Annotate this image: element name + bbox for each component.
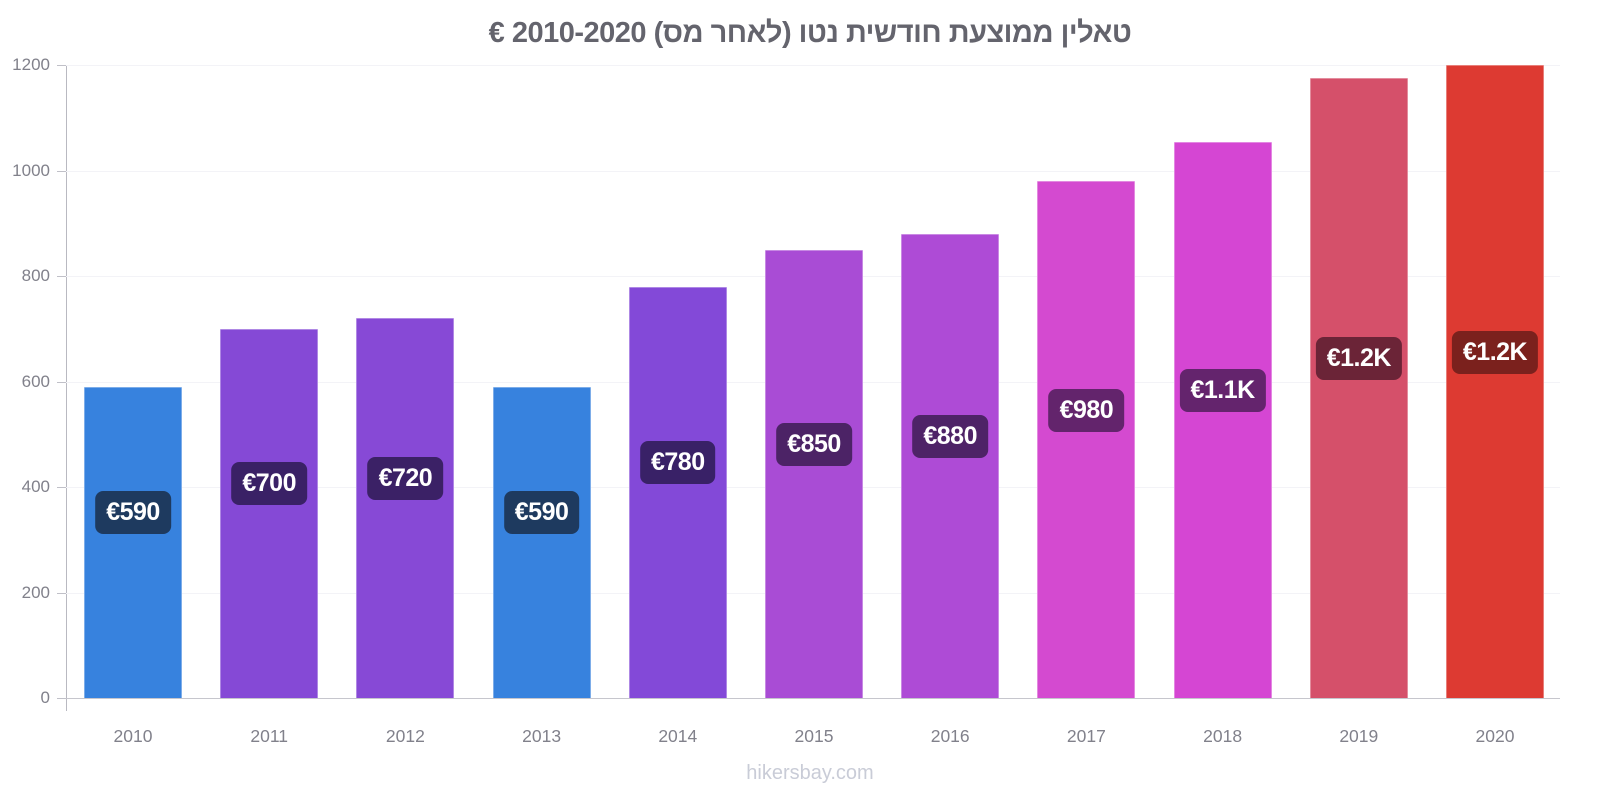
x-axis-label-2015: 2015	[794, 726, 834, 746]
bar-2020[interactable]: €1.2K	[1446, 65, 1544, 698]
bar-value-label-2019: €1.2K	[1315, 337, 1402, 381]
bar-2012[interactable]: €720	[356, 318, 455, 698]
x-axis-label-2012: 2012	[385, 726, 425, 746]
bar-value-label-2020: €1.2K	[1451, 330, 1539, 374]
x-axis-label-2011: 2011	[250, 726, 288, 746]
bar-2014[interactable]: €780	[628, 286, 727, 698]
gridline-1000	[66, 170, 1560, 172]
bar-2016[interactable]: €880	[901, 233, 1000, 698]
y-axis-label-1000: 1000	[12, 160, 50, 180]
bar-2013[interactable]: €590	[492, 386, 591, 698]
y-tick-mark-1000	[57, 170, 66, 172]
y-axis-label-1200: 1200	[12, 55, 50, 74]
x-axis-label-2020: 2020	[1475, 726, 1515, 746]
x-axis-label-2017: 2017	[1066, 726, 1106, 746]
x-axis-label-2016: 2016	[930, 726, 970, 746]
y-axis-label-0: 0	[40, 688, 50, 707]
bar-2018[interactable]: €1.1K	[1173, 141, 1272, 698]
bar-value-label-2014: €780	[639, 441, 716, 485]
bar-2011[interactable]: €700	[220, 328, 319, 698]
x-axis-label-2014: 2014	[658, 726, 698, 746]
plot-area: €590 €700 €720 €590 €780 €850 €880 €980 €1.1K €1.…	[66, 65, 1560, 698]
bar-value-label-2011: €700	[231, 462, 307, 506]
y-tick-mark-1200	[57, 65, 66, 66]
y-tick-mark-400	[57, 487, 66, 488]
bar-value-label-2017: €980	[1048, 388, 1125, 432]
bar-value-label-2015: €850	[776, 422, 852, 466]
watermark-hikersbay: hikersbay.com	[746, 762, 874, 784]
x-axis-label-2018: 2018	[1203, 726, 1243, 746]
bar-value-label-2016: €880	[912, 414, 988, 458]
y-axis-label-600: 600	[21, 371, 50, 391]
gridline-1200	[66, 65, 1560, 66]
x-axis-line	[66, 698, 1560, 699]
bar-2019[interactable]: €1.2K	[1309, 78, 1408, 698]
y-tick-mark-600	[57, 381, 66, 383]
bar-value-label-2012: €720	[367, 457, 444, 501]
y-tick-mark-800	[57, 276, 66, 277]
chart-title: טאלין ממוצעת חודשית נטו (לאחר מס) 2010-2…	[488, 17, 1132, 49]
bar-2015[interactable]: €850	[765, 249, 863, 698]
y-tick-mark-200	[57, 592, 66, 594]
y-axis-label-800: 800	[21, 266, 50, 285]
y-axis-label-400: 400	[21, 477, 50, 496]
bar-value-label-2013: €590	[503, 491, 580, 535]
bar-2010[interactable]: €590	[84, 386, 182, 698]
y-axis-line	[66, 65, 67, 711]
x-axis-label-2013: 2013	[522, 726, 562, 746]
bar-value-label-2018: €1.1K	[1179, 368, 1266, 412]
y-axis-label-200: 200	[21, 582, 50, 602]
y-tick-mark-0	[57, 698, 66, 699]
bar-2017[interactable]: €980	[1037, 181, 1136, 698]
x-axis-label-2019: 2019	[1339, 726, 1379, 746]
bar-value-label-2010: €590	[95, 491, 171, 535]
x-axis-label-2010: 2010	[113, 726, 153, 746]
